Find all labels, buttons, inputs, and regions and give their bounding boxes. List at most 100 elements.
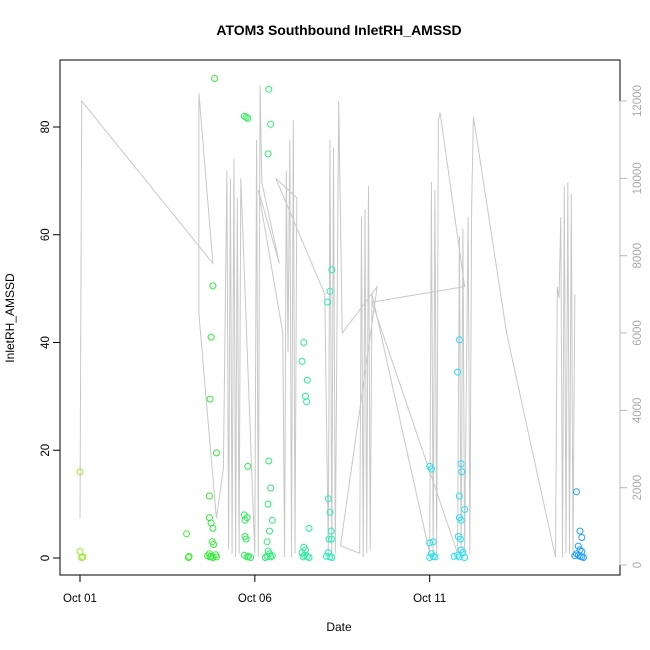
data-point — [455, 336, 463, 344]
data-point — [299, 553, 307, 561]
data-point — [426, 539, 434, 547]
y-right-tick-label: 12000 — [632, 85, 644, 117]
x-tick-label: Oct 01 — [63, 593, 97, 605]
data-point — [212, 449, 220, 457]
data-point — [324, 298, 332, 306]
data-point — [455, 553, 463, 561]
x-axis: Oct 01 Oct 06 Oct 11 — [63, 574, 446, 605]
data-point — [209, 282, 217, 290]
data-point — [426, 554, 434, 561]
data-point — [265, 457, 273, 465]
data-point — [247, 554, 255, 561]
data-point — [578, 534, 586, 541]
data-point — [211, 75, 219, 82]
y-axis-label: InletRH_AMSSD — [3, 273, 17, 363]
data-point — [324, 495, 332, 503]
data-point — [261, 554, 269, 561]
y-right-tick-label: 6000 — [632, 320, 644, 346]
data-point — [185, 552, 193, 560]
data-point — [574, 542, 582, 550]
data-point — [266, 527, 273, 535]
y-left-tick-label: 20 — [40, 444, 52, 457]
data-point — [263, 538, 271, 546]
data-point — [267, 484, 275, 492]
data-point — [455, 492, 463, 500]
data-point — [210, 541, 218, 548]
data-point — [205, 492, 213, 500]
data-point — [459, 549, 467, 557]
data-point — [242, 535, 250, 543]
data-point — [461, 554, 469, 561]
x-tick-label: Oct 11 — [413, 593, 446, 605]
plot-frame — [59, 59, 621, 576]
data-point — [327, 527, 335, 535]
data-point — [454, 368, 462, 376]
data-point — [183, 530, 191, 538]
y-right-tick-label: 8000 — [632, 243, 644, 269]
data-point — [429, 538, 437, 546]
chart-title: ATOM3 Southbound InletRH_AMSSD — [216, 22, 461, 38]
y-left-tick-label: 80 — [40, 121, 52, 134]
data-point — [244, 462, 252, 470]
data-point — [325, 535, 333, 543]
data-point — [240, 112, 248, 120]
y-axis-left: 0 20 40 60 80 — [40, 121, 61, 561]
data-point — [456, 535, 464, 543]
data-point — [323, 552, 330, 560]
data-point — [571, 552, 579, 560]
data-point — [242, 113, 250, 121]
data-point — [580, 554, 587, 561]
data-point — [300, 339, 308, 346]
data-point — [326, 287, 334, 295]
data-point — [263, 552, 271, 560]
data-point — [303, 376, 311, 384]
y-left-tick-label: 40 — [40, 336, 52, 349]
data-point — [328, 535, 336, 543]
data-point — [207, 333, 215, 341]
y-left-tick-label: 0 — [40, 555, 52, 561]
data-point — [303, 398, 311, 406]
data-point — [328, 554, 336, 561]
data-point — [267, 120, 275, 128]
data-point — [431, 553, 439, 561]
data-point — [305, 524, 313, 532]
y-right-tick-label: 4000 — [632, 398, 644, 424]
line-series-path — [79, 85, 576, 558]
data-point — [184, 554, 192, 561]
data-point — [206, 553, 214, 561]
data-point — [427, 465, 435, 473]
data-point — [265, 85, 273, 93]
y-axis-right: 0 2000 4000 6000 8000 10000 12000 — [619, 85, 644, 568]
data-point — [267, 553, 275, 561]
data-point — [450, 552, 458, 560]
data-point — [458, 468, 466, 476]
y-right-tick-label: 2000 — [632, 475, 644, 501]
data-point — [244, 114, 252, 122]
data-point — [461, 506, 469, 513]
data-point — [454, 551, 462, 559]
data-point — [76, 468, 84, 476]
data-point — [206, 395, 214, 403]
data-point — [328, 266, 336, 274]
data-point — [209, 524, 217, 532]
data-point — [457, 516, 465, 524]
scatter-points — [76, 75, 587, 561]
data-point — [79, 553, 87, 561]
x-tick-label: Oct 06 — [238, 593, 272, 605]
data-point — [264, 500, 272, 508]
data-point — [298, 357, 306, 365]
data-point — [576, 527, 584, 535]
data-point — [324, 549, 332, 557]
y-left-tick-label: 60 — [40, 228, 52, 241]
y-right-tick-label: 10000 — [632, 162, 644, 194]
data-point — [243, 514, 251, 522]
line-series — [79, 85, 576, 558]
x-axis-label: Date — [326, 620, 352, 634]
data-point — [268, 516, 276, 524]
data-point — [326, 508, 334, 516]
data-point — [264, 150, 272, 158]
data-point — [573, 488, 580, 496]
data-point — [303, 552, 311, 560]
y-right-tick-label: 0 — [632, 562, 644, 568]
